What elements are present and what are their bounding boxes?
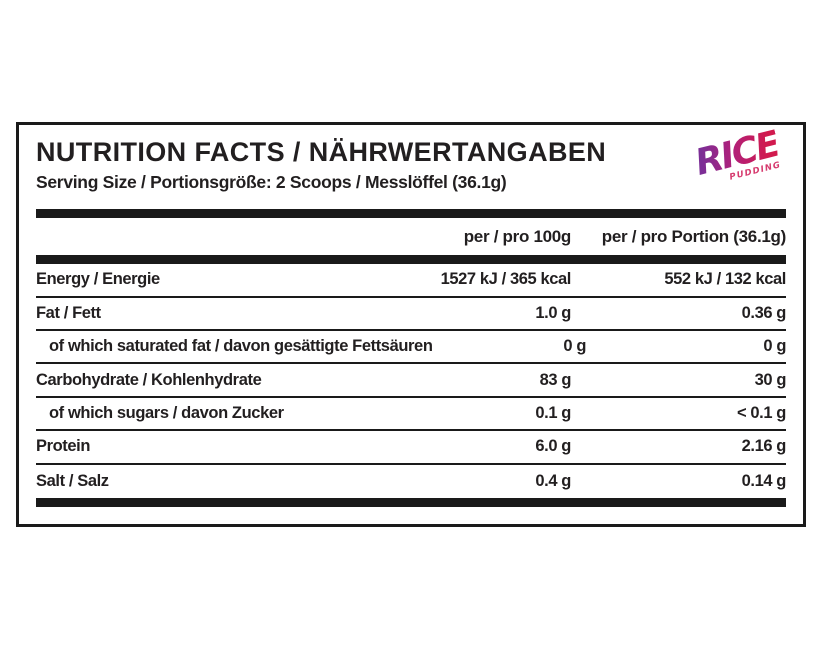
value-per-100g: 0 g	[563, 337, 586, 356]
nutrient-label: Energy / Energie	[36, 270, 160, 289]
value-per-100g: 6.0 g	[535, 437, 571, 456]
value-per-portion: 0.36 g	[741, 303, 787, 322]
nutrient-label: Fat / Fett	[36, 303, 101, 322]
table-row: Carbohydrate / Kohlenhydrate 83 g 30 g	[36, 364, 787, 398]
table-row: of which saturated fat / davon gesättigt…	[36, 331, 786, 365]
nutrient-label: of which sugars / davon Zucker	[49, 403, 284, 422]
value-per-portion: 30 g	[754, 370, 787, 389]
divider-thick-mid	[36, 255, 786, 265]
table-row: of which sugars / davon Zucker 0.1 g < 0…	[36, 398, 786, 432]
divider-thick-top	[36, 209, 786, 219]
header-per-portion: per / pro Portion (36.1g)	[601, 226, 787, 246]
value-per-portion: 0 g	[763, 337, 786, 356]
header-per-100g: per / pro 100g	[463, 226, 572, 246]
nutrient-label: Protein	[36, 437, 91, 456]
nutrient-label: Salt / Salz	[36, 471, 109, 490]
value-per-portion: < 0.1 g	[736, 403, 786, 422]
table-header-row: per / pro 100g per / pro Portion (36.1g)	[36, 218, 787, 255]
table-row: Fat / Fett 1.0 g 0.36 g	[36, 298, 787, 332]
nutrient-label: of which saturated fat / davon gesättigt…	[49, 337, 433, 356]
table-row: Salt / Salz 0.4 g 0.14 g	[36, 465, 786, 498]
value-per-100g: 83 g	[539, 370, 572, 389]
panel-title: NUTRITION FACTS / NÄHRWERTANGABEN	[36, 137, 607, 167]
value-per-portion: 0.14 g	[741, 471, 787, 490]
value-per-100g: 0.1 g	[535, 403, 571, 422]
value-per-portion: 2.16 g	[741, 437, 787, 456]
value-per-portion: 552 kJ / 132 kcal	[664, 270, 786, 289]
value-per-100g: 0.4 g	[535, 471, 571, 490]
value-per-100g: 1.0 g	[535, 303, 571, 322]
value-per-100g: 1527 kJ / 365 kcal	[440, 270, 572, 289]
nutrition-table: Energy / Energie 1527 kJ / 365 kcal 552 …	[36, 264, 786, 498]
nutrient-label: Carbohydrate / Kohlenhydrate	[36, 370, 262, 389]
nutrition-facts-panel: NUTRITION FACTS / NÄHRWERTANGABEN Servin…	[16, 122, 806, 527]
table-row: Energy / Energie 1527 kJ / 365 kcal 552 …	[36, 264, 786, 298]
table-row: Protein 6.0 g 2.16 g	[36, 431, 787, 465]
serving-size-line: Serving Size / Portionsgröße: 2 Scoops /…	[36, 172, 507, 193]
divider-thick-bottom	[36, 497, 786, 507]
